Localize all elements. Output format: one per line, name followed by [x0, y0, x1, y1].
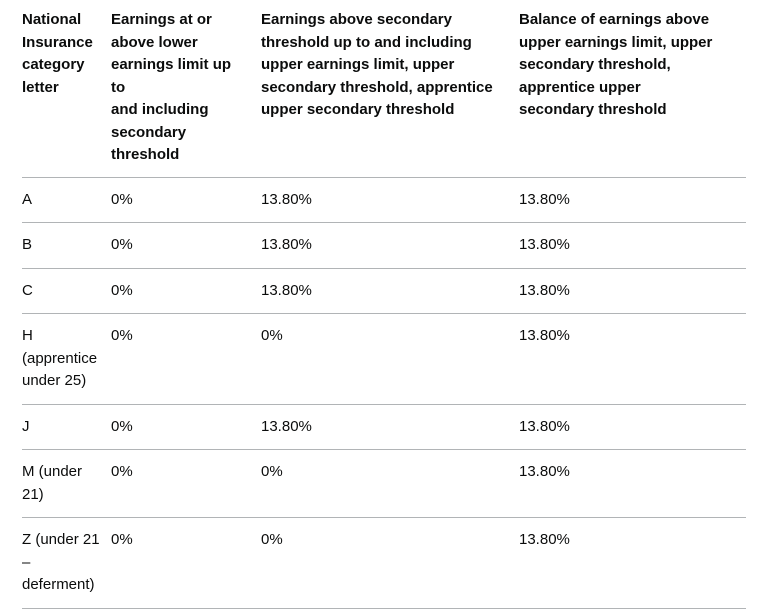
table-row: H (apprentice under 25) 0% 0% 13.80%	[22, 313, 746, 405]
category-cell: B	[22, 222, 111, 269]
rate-cell: 13.80%	[261, 222, 519, 269]
table-header-row: National Insurance category letter Earni…	[22, 9, 746, 178]
table-body: A 0% 13.80% 13.80% B 0% 13.80% 13.80% C …	[22, 177, 746, 609]
rate-cell: 0%	[111, 313, 261, 405]
rate-cell: 0%	[111, 517, 261, 609]
table-row: M (under 21) 0% 0% 13.80%	[22, 449, 746, 518]
category-cell: H (apprentice under 25)	[22, 313, 111, 405]
rate-cell: 0%	[111, 268, 261, 314]
table-row: C 0% 13.80% 13.80%	[22, 268, 746, 314]
rate-cell: 13.80%	[519, 404, 746, 450]
table-header: National Insurance category letter Earni…	[22, 9, 746, 178]
rate-cell: 0%	[261, 313, 519, 405]
rate-cell: 0%	[111, 404, 261, 450]
category-cell: J	[22, 404, 111, 450]
national-insurance-rates-table: National Insurance category letter Earni…	[22, 9, 746, 609]
rate-cell: 13.80%	[519, 449, 746, 518]
rate-cell: 13.80%	[519, 313, 746, 405]
rate-cell: 13.80%	[519, 177, 746, 223]
table-row: A 0% 13.80% 13.80%	[22, 177, 746, 223]
column-header-balance-above-uel: Balance of earnings above upper earnings…	[519, 9, 746, 178]
rate-cell: 13.80%	[519, 517, 746, 609]
rate-cell: 0%	[261, 517, 519, 609]
rate-cell: 13.80%	[519, 268, 746, 314]
rate-cell: 13.80%	[519, 222, 746, 269]
rate-cell: 13.80%	[261, 268, 519, 314]
table-row: Z (under 21 – deferment) 0% 0% 13.80%	[22, 517, 746, 609]
column-header-earnings-above-secondary-threshold: Earnings above secondary threshold up to…	[261, 9, 519, 178]
rate-cell: 13.80%	[261, 404, 519, 450]
rate-cell: 0%	[261, 449, 519, 518]
table-row: J 0% 13.80% 13.80%	[22, 404, 746, 450]
column-header-category-letter: National Insurance category letter	[22, 9, 111, 178]
category-cell: A	[22, 177, 111, 223]
table-row: B 0% 13.80% 13.80%	[22, 222, 746, 269]
rate-cell: 0%	[111, 449, 261, 518]
category-cell: M (under 21)	[22, 449, 111, 518]
rate-cell: 0%	[111, 222, 261, 269]
column-header-earnings-at-or-above-lel: Earnings at or above lower earnings limi…	[111, 9, 261, 178]
category-cell: Z (under 21 – deferment)	[22, 517, 111, 609]
rate-cell: 0%	[111, 177, 261, 223]
category-cell: C	[22, 268, 111, 314]
rate-cell: 13.80%	[261, 177, 519, 223]
